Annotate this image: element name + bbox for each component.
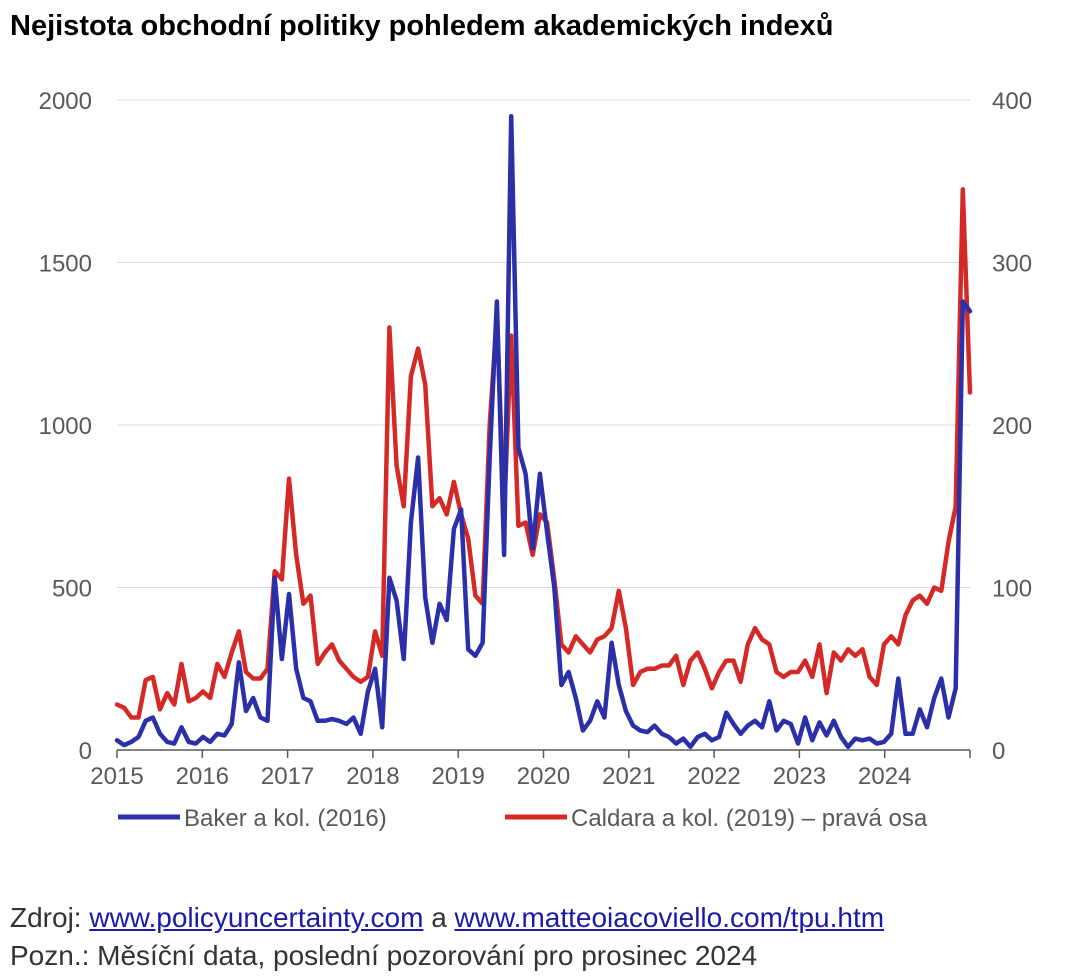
- x-axis: 2015 2016 2017 2018 2019 2020 2021 2022 2023 2024: [90, 749, 971, 790]
- x-tick-label: 2017: [261, 763, 314, 790]
- x-tick-label: 2023: [773, 763, 826, 790]
- left-tick-label: 1500: [39, 251, 92, 278]
- right-tick-label: 400: [992, 88, 1032, 115]
- x-tick-label: 2024: [858, 763, 911, 790]
- x-tick-label: 2018: [346, 763, 399, 790]
- legend-label-baker: Baker a kol. (2016): [184, 805, 387, 832]
- right-axis-ticks: 0 100 200 300 400: [992, 88, 1032, 765]
- grid-lines: [117, 99, 970, 588]
- left-tick-label: 2000: [39, 88, 92, 115]
- legend: Baker a kol. (2016) Caldara a kol. (2019)…: [118, 805, 928, 832]
- right-tick-label: 300: [992, 251, 1032, 278]
- left-tick-label: 500: [52, 576, 92, 603]
- x-tick-label: 2019: [432, 763, 485, 790]
- series-layer: [114, 114, 973, 750]
- x-tick-label: 2022: [687, 763, 740, 790]
- source-connector: a: [431, 902, 447, 933]
- legend-label-caldara: Caldara a kol. (2019) – pravá osa: [571, 805, 928, 832]
- x-tick-label: 2020: [517, 763, 570, 790]
- source-link-policyuncertainty[interactable]: www.policyuncertainty.com: [89, 902, 424, 933]
- series-line-caldara: [114, 187, 973, 720]
- x-tick-label: 2015: [90, 763, 143, 790]
- right-tick-label: 100: [992, 576, 1032, 603]
- right-tick-label: 200: [992, 413, 1032, 440]
- source-link-iacoviello[interactable]: www.matteoiacoviello.com/tpu.htm: [454, 902, 885, 933]
- left-axis-ticks: 0 500 1000 1500 2000: [39, 88, 92, 765]
- source-prefix: Zdroj:: [10, 902, 82, 933]
- left-tick-label: 0: [79, 738, 92, 765]
- left-tick-label: 1000: [39, 413, 92, 440]
- x-tick-label: 2021: [602, 763, 655, 790]
- source-line: Zdroj: www.policyuncertainty.com a www.m…: [10, 902, 884, 934]
- right-tick-label: 0: [992, 738, 1005, 765]
- chart-title: Nejistota obchodní politiky pohledem aka…: [10, 10, 834, 42]
- note-line: Pozn.: Měsíční data, poslední pozorování…: [10, 940, 758, 971]
- x-tick-label: 2016: [176, 763, 229, 790]
- series-line-baker: [114, 114, 973, 750]
